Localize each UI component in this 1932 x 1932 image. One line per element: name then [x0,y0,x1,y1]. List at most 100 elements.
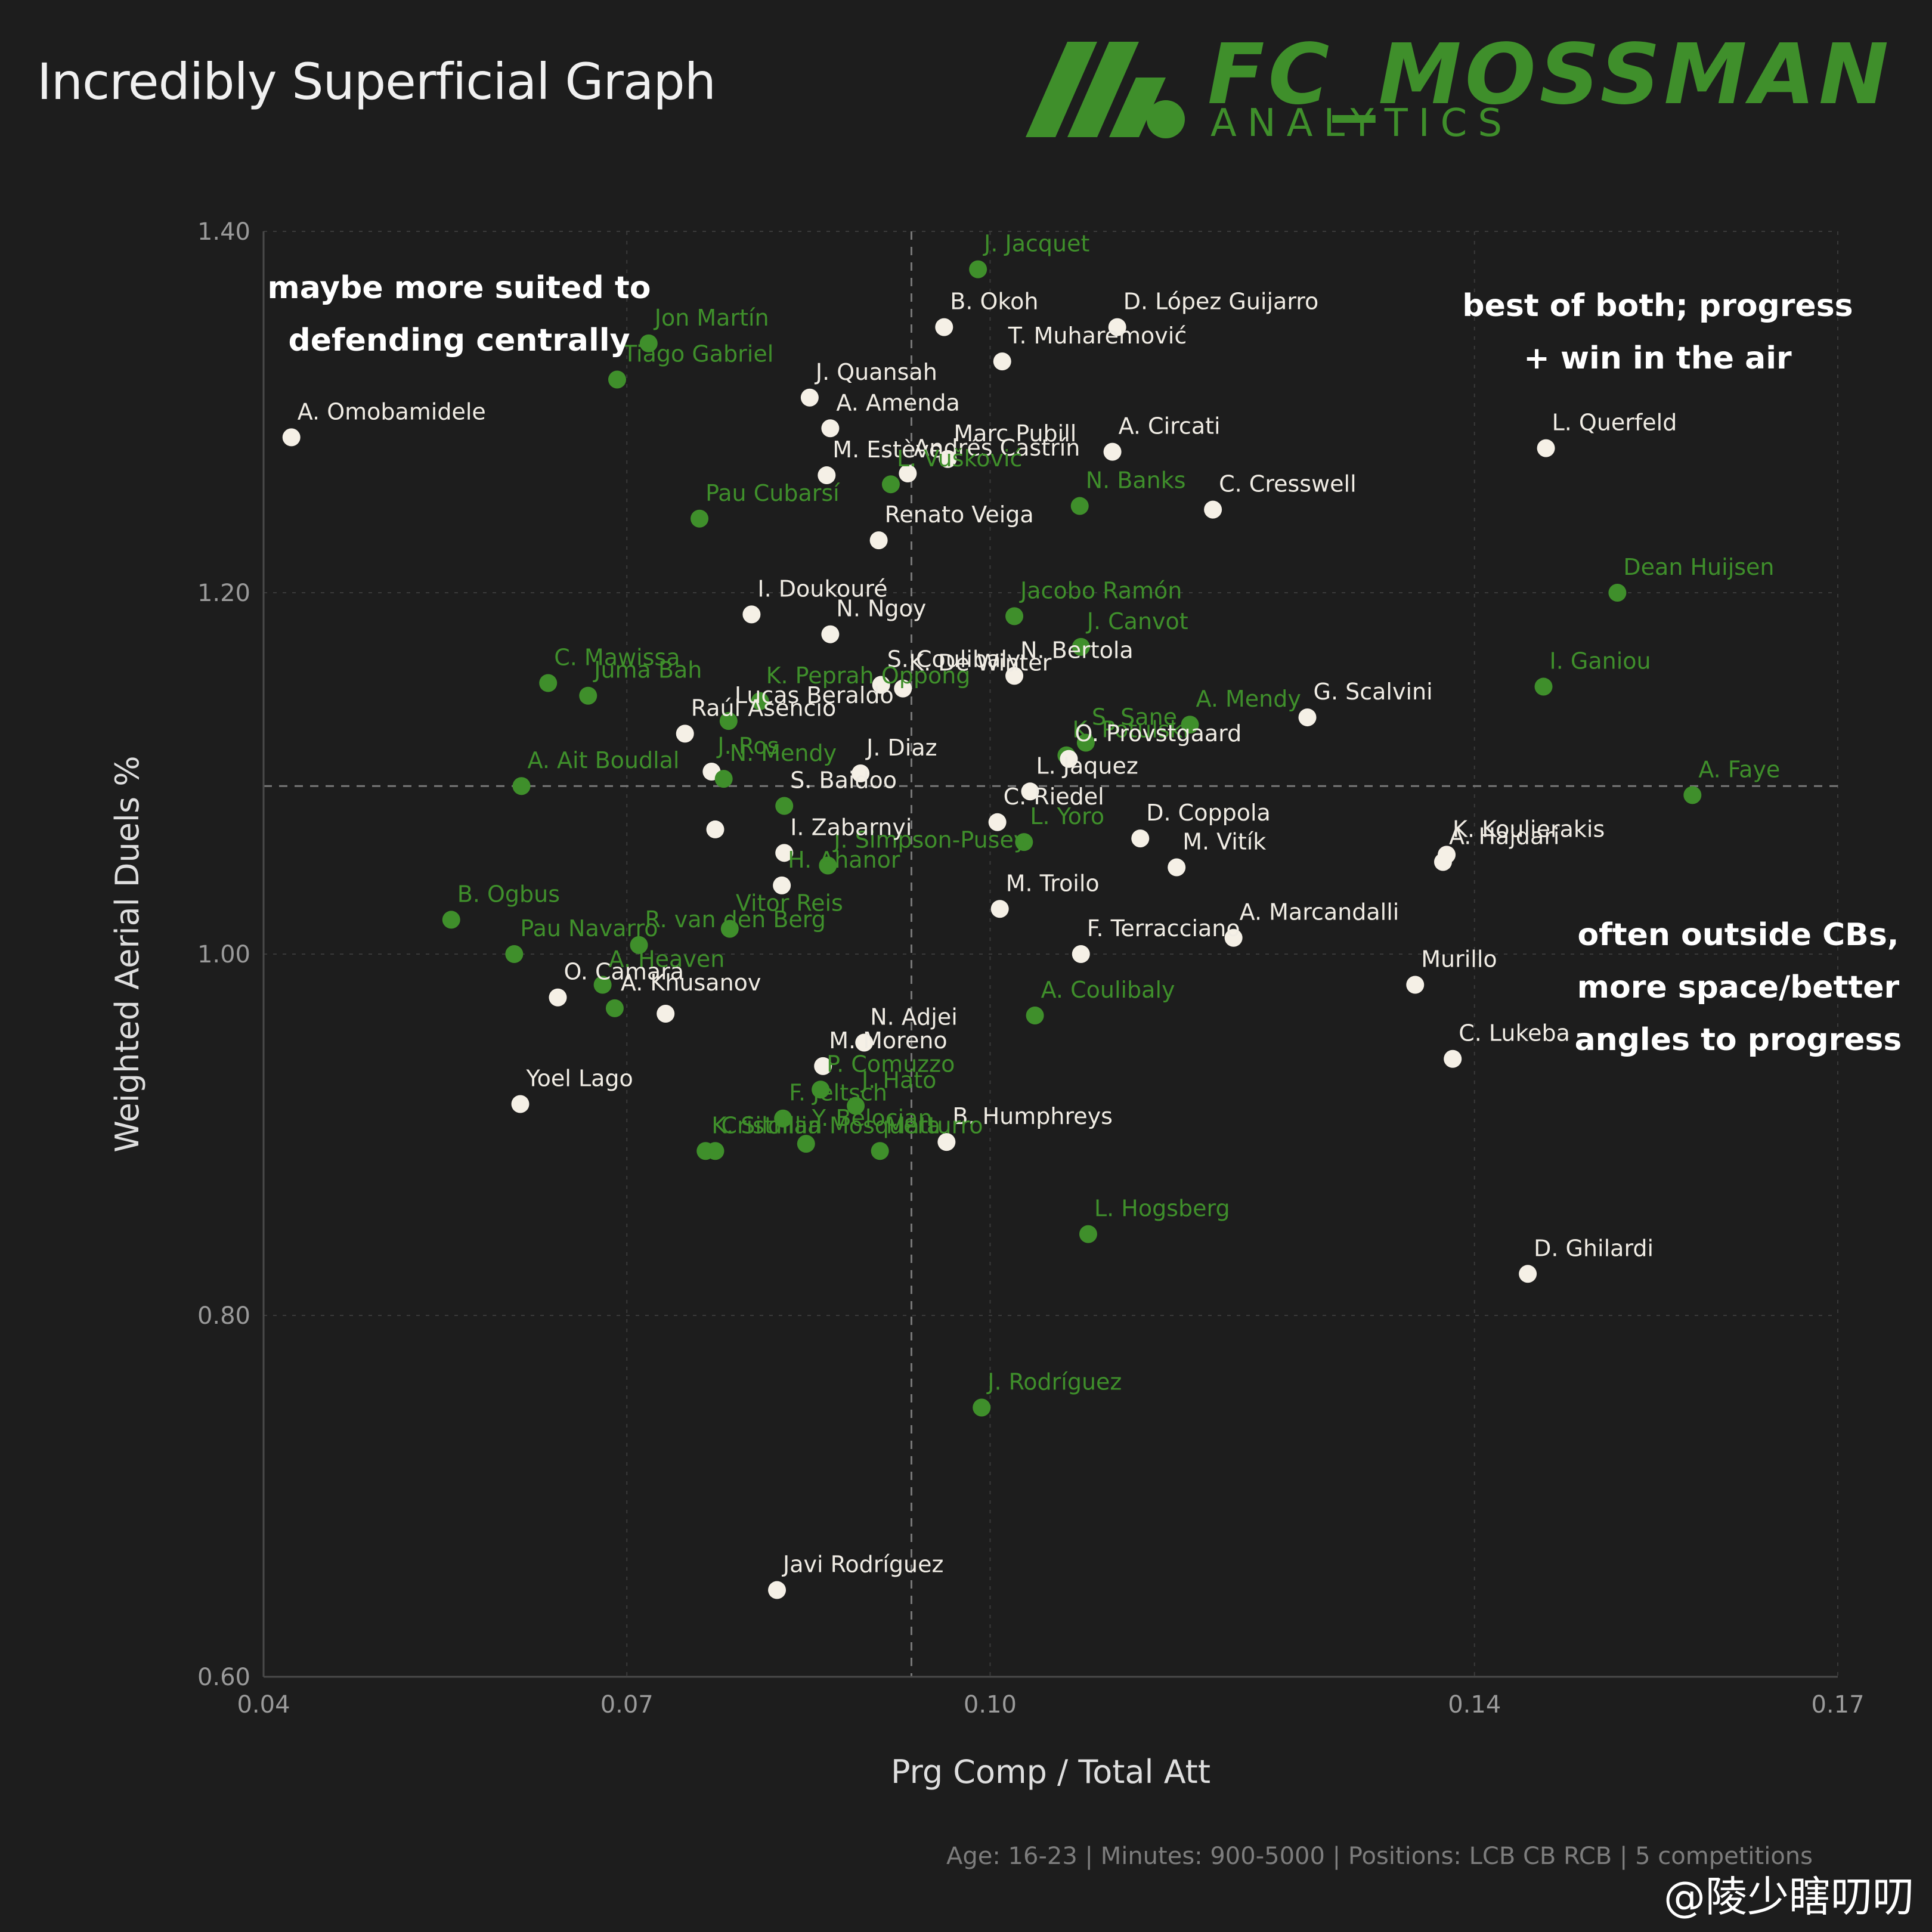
point-label: J. Jacquet [983,231,1089,257]
data-point [539,674,558,692]
data-point [775,797,794,815]
point-label: P. Comuzzo [826,1051,955,1077]
data-point [812,1080,830,1099]
annotations: maybe more suited to defending centrally b… [268,270,1902,1058]
data-point [872,676,890,694]
data-point [852,764,870,782]
point-label: L. Jaquez [1036,753,1138,779]
point-label: J. Canvot [1086,608,1188,634]
data-point [969,260,987,278]
point-label: A. Amenda [836,389,959,416]
point-label: M. Troilo [1006,870,1100,896]
point-label: Murillo [1421,946,1497,973]
point-label: I. Ganiou [1550,648,1651,674]
point-label: K. Potulski [1072,717,1189,743]
point-label: Tiago Gabriel [623,340,773,367]
data-point [1131,829,1150,848]
data-point [1060,750,1078,768]
x-axis-title: Prg Comp / Total Att [891,1753,1210,1791]
data-point [881,475,900,494]
data-point [1076,733,1095,752]
data-point [818,466,836,485]
data-point [1103,442,1122,461]
data-point [814,1057,832,1075]
data-point [1298,708,1317,727]
data-point [511,1095,530,1113]
point-label: A. Marcandalli [1240,899,1400,925]
data-point [869,531,888,550]
data-point [797,1135,815,1153]
point-label: K. Koulierakis [1453,816,1605,842]
point-label: C. Lukeba [1459,1020,1570,1046]
point-label: B. Humphreys [952,1103,1113,1129]
point-label: C. Mawissa [554,645,680,671]
point-label: Jacobo Ramón [1019,577,1182,603]
point-label: K. De Winter [909,650,1051,676]
point-label: A. Heaven [609,946,725,973]
point-label: Raúl Asencio [691,695,837,721]
data-point [720,919,739,938]
data-point [719,712,738,730]
y-tick-label: 1.20 [197,580,250,607]
data-point [871,1142,889,1160]
point-label: Matturro [886,1112,983,1138]
point-label: M. Moreno [829,1027,947,1054]
brand-logo: FC_MOSSMAN ANALYTICS [1020,24,1896,145]
data-point [1026,1007,1044,1025]
data-point [1683,786,1702,804]
data-point [855,1033,874,1052]
x-tick-label: 0.07 [600,1691,654,1719]
x-tick-label: 0.14 [1448,1691,1501,1719]
data-point [512,777,531,795]
point-label: A. Faye [1698,756,1780,782]
data-point [899,465,917,483]
brand-subtitle: ANALYTICS [1210,101,1513,145]
data-point [630,936,648,954]
data-point [1537,439,1555,457]
point-label: Yoel Lago [526,1065,633,1091]
data-point [549,988,567,1007]
data-point [691,509,709,528]
annotation-line: more space/better [1577,970,1900,1005]
y-tick-label: 1.00 [197,941,250,968]
point-label: C. Cresswell [1219,471,1357,497]
data-point [775,844,794,862]
point-label: M. Vitík [1182,829,1266,855]
point-label: J. Diaz [865,735,937,761]
point-label: S. Sane [1092,704,1177,730]
x-tick-label: 0.10 [964,1691,1017,1719]
data-point [1021,782,1039,801]
point-label: A. Hajdari [1449,823,1560,849]
point-labels: J. Jacquet B. Okoh D. López Guijarro T. Muh… [298,231,1781,1578]
data-point [1005,607,1024,626]
data-point [935,318,953,336]
data-point [1015,833,1033,852]
brand-name: FC_MOSSMAN [1208,26,1893,123]
x-tick-label: 0.04 [237,1691,290,1719]
point-label: I. Zabarnyi [790,814,912,840]
footer-note: Age: 16-23 | Minutes: 900-5000 | Positio… [946,1843,1813,1870]
point-label: B. Okoh [950,289,1038,315]
point-label: O. Provstgaard [1075,720,1241,747]
data-point [939,450,957,468]
point-label: F. Jeltsch [789,1080,887,1106]
data-point [505,945,524,963]
point-label: N. Bertola [1020,637,1134,663]
point-label: G. Scalvini [1314,679,1433,705]
data-points [282,260,1702,1599]
data-point [993,352,1011,371]
data-point [1406,976,1425,994]
point-label: R. van den Berg [645,906,826,933]
data-point [894,679,912,698]
point-label: M. Estève [832,436,943,463]
data-point [639,334,658,352]
point-label: A. Khusanov [621,970,761,996]
data-point [657,1004,675,1023]
point-label: N. Banks [1086,467,1186,494]
data-point [990,900,1009,918]
data-point [1168,858,1186,877]
data-point [1079,1225,1097,1243]
data-point [768,1581,787,1599]
point-label: H. Ahanor [788,847,900,873]
